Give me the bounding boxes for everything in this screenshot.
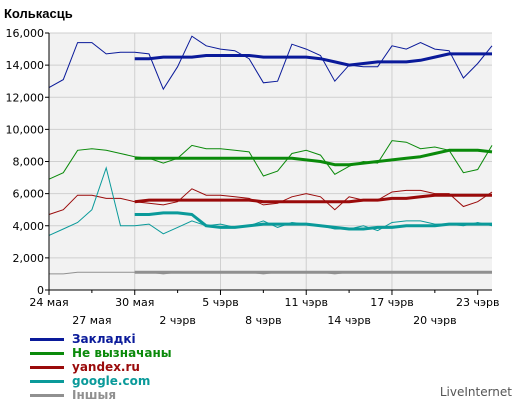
- legend-item: Не вызначаны: [30, 346, 230, 360]
- legend: Закладкі Не вызначаны yandex.ru google.c…: [30, 332, 230, 402]
- legend-label: google.com: [72, 374, 151, 388]
- x-tick-label: 30 мая: [115, 296, 154, 309]
- legend-label: Не вызначаны: [72, 346, 172, 360]
- x-tick-label: 23 чэрв: [456, 296, 500, 309]
- y-axis-title: Колькасць: [4, 6, 73, 21]
- legend-swatch: [30, 366, 64, 369]
- series-trend-3: [134, 211, 492, 231]
- legend-swatch: [30, 380, 64, 383]
- series-lines: [48, 35, 493, 275]
- legend-label: Іншыя: [72, 388, 117, 402]
- y-tick-label: 12,000: [6, 91, 45, 104]
- y-tick-label: 6,000: [13, 188, 45, 201]
- x-tick-label: 2 чэрв: [159, 314, 196, 327]
- y-tick-label: 2,000: [13, 252, 45, 265]
- brand-label: LiveInternet: [439, 385, 512, 399]
- series-trend-0: [134, 52, 492, 67]
- y-tick-label: 14,000: [6, 59, 45, 72]
- grid: [49, 32, 492, 290]
- legend-item: Іншыя: [30, 388, 230, 402]
- legend-label: Закладкі: [72, 332, 136, 346]
- series-trend-1: [134, 148, 493, 167]
- y-tick-label: 8,000: [13, 156, 45, 169]
- y-tick-label: 16,000: [6, 27, 45, 40]
- x-tick-label: 11 чэрв: [284, 296, 328, 309]
- series-trend-2: [134, 193, 492, 204]
- x-tick-label: 8 чэрв: [245, 314, 282, 327]
- y-tick-label: 10,000: [6, 123, 45, 136]
- y-tick-label: 0: [37, 284, 44, 297]
- line-chart: Колькасць 0 2,000 4,000 6,000 8,000 10,000 12,…: [4, 6, 499, 327]
- y-tick-label: 4,000: [13, 220, 45, 233]
- series-line-0: [48, 35, 493, 91]
- series-line-1: [48, 140, 493, 180]
- legend-item: google.com: [30, 374, 230, 388]
- x-axis-ticks: 24 мая 30 мая 5 чэрв 11 чэрв 17 чэрв 23 чэрв 2…: [29, 290, 499, 327]
- x-tick-label: 5 чэрв: [202, 296, 239, 309]
- legend-item: yandex.ru: [30, 360, 230, 374]
- legend-swatch: [30, 352, 64, 355]
- x-tick-label: 20 чэрв: [413, 314, 457, 327]
- y-axis-ticks: 0 2,000 4,000 6,000 8,000 10,000 12,000 14,000 1…: [6, 27, 49, 297]
- legend-swatch: [30, 338, 64, 341]
- legend-item: Закладкі: [30, 332, 230, 346]
- x-tick-label: 24 мая: [29, 296, 68, 309]
- x-tick-label: 27 мая: [72, 314, 111, 327]
- x-tick-label: 17 чэрв: [370, 296, 414, 309]
- legend-label: yandex.ru: [72, 360, 140, 374]
- legend-swatch: [30, 394, 64, 397]
- series-line-2: [48, 188, 493, 215]
- x-tick-label: 14 чэрв: [327, 314, 371, 327]
